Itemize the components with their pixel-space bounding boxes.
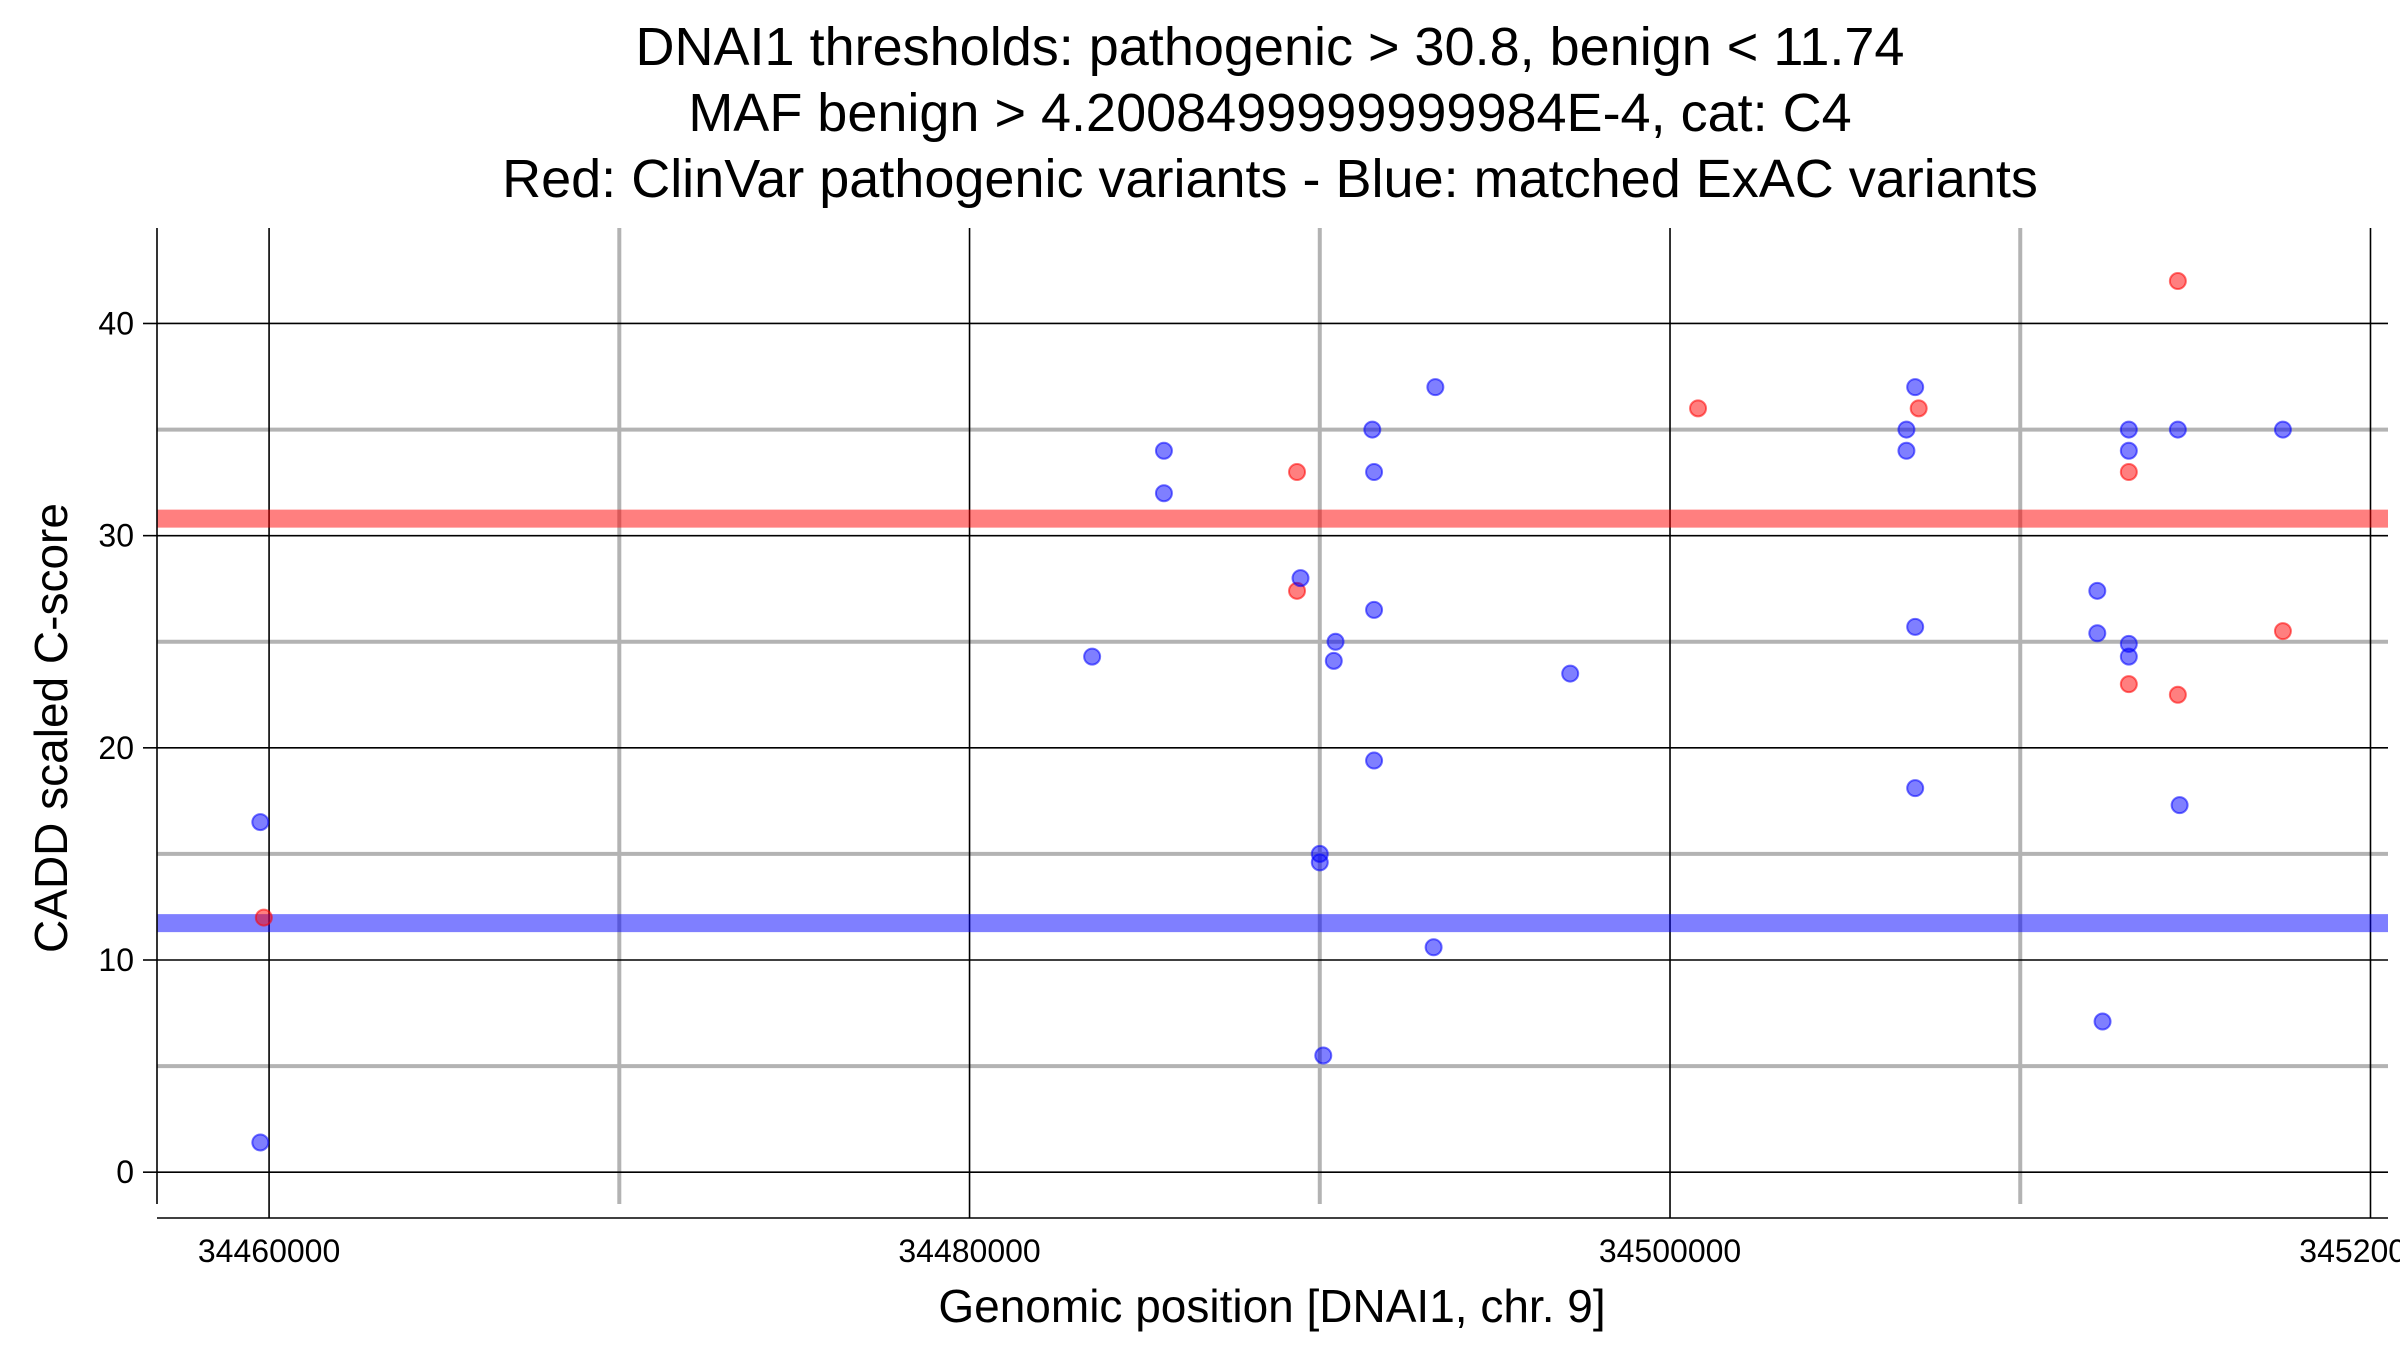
data-point bbox=[1561, 664, 1580, 683]
data-point bbox=[2119, 647, 2138, 666]
data-point bbox=[1363, 420, 1382, 439]
data-point bbox=[1897, 420, 1916, 439]
threshold-lines bbox=[157, 509, 2388, 933]
title-line-3: Red: ClinVar pathogenic variants - Blue:… bbox=[502, 149, 2038, 209]
minor-gridlines bbox=[157, 228, 2388, 1204]
data-point bbox=[1326, 632, 1345, 651]
data-point bbox=[251, 813, 270, 832]
data-point bbox=[1310, 853, 1329, 872]
data-point bbox=[1906, 617, 1925, 636]
data-point bbox=[1083, 647, 1102, 666]
data-point bbox=[2168, 420, 2187, 439]
x-tick-label: 34460000 bbox=[198, 1233, 340, 1269]
data-point bbox=[2168, 272, 2187, 291]
y-tick-label: 30 bbox=[98, 518, 134, 554]
series-clinvar-pathogenic bbox=[254, 272, 2292, 927]
y-axis-title: CADD scaled C-score bbox=[25, 503, 77, 953]
x-tick-label: 34480000 bbox=[898, 1233, 1040, 1269]
data-point bbox=[1424, 938, 1443, 957]
data-point bbox=[1324, 651, 1343, 670]
x-axis: 34460000 34480000 34500000 34520000 bbox=[157, 1204, 2400, 1269]
y-tick-label: 20 bbox=[98, 730, 134, 766]
data-point bbox=[1154, 441, 1173, 460]
data-point bbox=[2088, 624, 2107, 643]
data-point bbox=[1314, 1046, 1333, 1065]
data-point bbox=[1689, 399, 1708, 418]
data-point bbox=[1365, 751, 1384, 770]
y-tick-label: 0 bbox=[116, 1154, 134, 1190]
data-point bbox=[1906, 378, 1925, 397]
data-point bbox=[2093, 1012, 2112, 1031]
data-point bbox=[2119, 675, 2138, 694]
title-line-2: MAF benign > 4.2008499999999984E-4, cat:… bbox=[688, 83, 1851, 143]
data-point bbox=[1288, 463, 1307, 481]
data-point bbox=[1365, 463, 1384, 481]
data-point bbox=[251, 1133, 270, 1152]
title-line-1: DNAI1 thresholds: pathogenic > 30.8, ben… bbox=[636, 17, 1905, 77]
data-point bbox=[1909, 399, 1928, 418]
data-point bbox=[1426, 378, 1445, 397]
y-tick-label: 40 bbox=[98, 305, 134, 341]
y-tick-label: 10 bbox=[98, 942, 134, 978]
data-points bbox=[251, 272, 2292, 1152]
data-point bbox=[2119, 463, 2138, 481]
data-point bbox=[1897, 441, 1916, 460]
x-axis-title: Genomic position [DNAI1, chr. 9] bbox=[938, 1280, 1605, 1332]
data-point bbox=[2119, 441, 2138, 460]
data-point bbox=[2119, 420, 2138, 439]
data-point bbox=[1291, 569, 1310, 588]
data-point bbox=[2168, 685, 2187, 704]
data-point bbox=[1154, 484, 1173, 503]
data-point bbox=[2088, 581, 2107, 600]
data-point bbox=[1365, 600, 1384, 619]
x-tick-label: 34520000 bbox=[2299, 1233, 2400, 1269]
series-exac-matched bbox=[251, 378, 2292, 1152]
x-tick-label: 34500000 bbox=[1599, 1233, 1741, 1269]
y-axis: 0 10 20 30 40 bbox=[98, 228, 158, 1204]
data-point bbox=[1906, 779, 1925, 798]
data-point bbox=[2273, 622, 2292, 641]
data-point bbox=[2170, 796, 2189, 815]
chart-title: DNAI1 thresholds: pathogenic > 30.8, ben… bbox=[502, 17, 2038, 209]
major-gridlines bbox=[157, 228, 2388, 1204]
data-point bbox=[2273, 420, 2292, 439]
data-point bbox=[254, 908, 273, 927]
